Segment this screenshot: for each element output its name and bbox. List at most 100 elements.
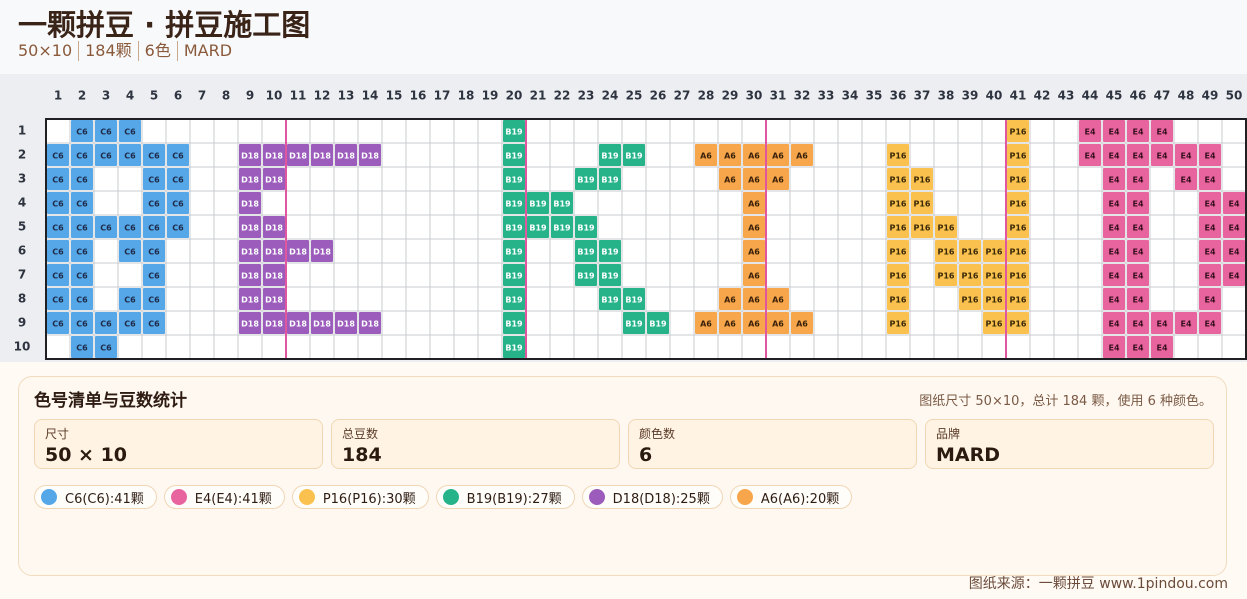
bead-code: C6 bbox=[172, 152, 184, 161]
bead-cell bbox=[503, 288, 525, 310]
column-label: 7 bbox=[198, 89, 206, 103]
legend-chip: B19(B19):27颗 bbox=[435, 485, 575, 509]
bead-cell bbox=[239, 240, 261, 262]
bead-cell bbox=[791, 312, 813, 334]
column-label: 32 bbox=[794, 89, 811, 103]
bead-cell bbox=[551, 216, 573, 238]
legend-swatch bbox=[298, 489, 315, 505]
bead-cell bbox=[599, 168, 621, 190]
bead-code: E4 bbox=[1132, 272, 1143, 281]
bead-cell bbox=[623, 144, 645, 166]
bead-code: P16 bbox=[986, 272, 1003, 281]
bead-code: D18 bbox=[241, 176, 259, 185]
bead-code: B19 bbox=[601, 176, 619, 185]
bead-code: P16 bbox=[890, 296, 907, 305]
bead-cell bbox=[167, 168, 189, 190]
row-label: 9 bbox=[18, 316, 26, 330]
legend-chip: A6(A6):20颗 bbox=[729, 485, 853, 509]
bead-code: C6 bbox=[52, 296, 64, 305]
column-label: 16 bbox=[410, 89, 427, 103]
bead-code: P16 bbox=[986, 296, 1003, 305]
bead-cell bbox=[239, 192, 261, 214]
stat-card: 总豆数 184 bbox=[331, 419, 620, 469]
bead-code: D18 bbox=[265, 248, 283, 257]
bead-cell bbox=[887, 288, 909, 310]
bead-cell bbox=[47, 264, 69, 286]
bead-cell bbox=[575, 216, 597, 238]
bead-cell bbox=[239, 144, 261, 166]
row-label: 3 bbox=[18, 172, 26, 186]
bead-code: C6 bbox=[124, 296, 136, 305]
bead-cell bbox=[335, 312, 357, 334]
bead-code: A6 bbox=[724, 296, 736, 305]
column-label: 33 bbox=[818, 89, 835, 103]
bead-code: E4 bbox=[1132, 176, 1143, 185]
column-label: 50 bbox=[1226, 89, 1243, 103]
bead-cell bbox=[1127, 168, 1149, 190]
bead-code: C6 bbox=[76, 320, 88, 329]
bead-cell bbox=[263, 168, 285, 190]
bead-code: D18 bbox=[361, 152, 379, 161]
column-label: 3 bbox=[102, 89, 110, 103]
stat-label: 品牌 bbox=[936, 427, 961, 441]
legend-chip: P16(P16):30颗 bbox=[291, 485, 429, 509]
grid-border bbox=[45, 118, 1247, 360]
stat-card: 尺寸 50 × 10 bbox=[34, 419, 323, 469]
bead-code: E4 bbox=[1204, 176, 1215, 185]
bead-code: E4 bbox=[1204, 320, 1215, 329]
bead-cell bbox=[239, 288, 261, 310]
bead-cell bbox=[1103, 312, 1125, 334]
bead-cell bbox=[575, 240, 597, 262]
row-label: 10 bbox=[14, 340, 31, 354]
bead-cell bbox=[1151, 120, 1173, 142]
bead-code: P16 bbox=[914, 200, 931, 209]
bead-cell bbox=[719, 144, 741, 166]
bead-code: B19 bbox=[529, 200, 547, 209]
bead-cell bbox=[1103, 288, 1125, 310]
bead-code: C6 bbox=[148, 272, 160, 281]
bead-cell bbox=[935, 240, 957, 262]
bead-cell bbox=[335, 144, 357, 166]
column-label: 8 bbox=[222, 89, 230, 103]
bead-code: P16 bbox=[1010, 224, 1027, 233]
bead-code: C6 bbox=[148, 200, 160, 209]
bead-cell bbox=[887, 264, 909, 286]
bead-code: E4 bbox=[1084, 128, 1095, 137]
bead-cell bbox=[71, 312, 93, 334]
legend-swatch bbox=[588, 489, 605, 505]
bead-cell bbox=[311, 144, 333, 166]
column-label: 44 bbox=[1082, 89, 1099, 103]
bead-code: B19 bbox=[505, 248, 523, 257]
bead-code: D18 bbox=[289, 248, 307, 257]
bead-code: E4 bbox=[1156, 320, 1167, 329]
bead-cell bbox=[695, 144, 717, 166]
column-label: 26 bbox=[650, 89, 667, 103]
bead-code: P16 bbox=[962, 248, 979, 257]
bead-code: C6 bbox=[52, 248, 64, 257]
bead-code: C6 bbox=[124, 224, 136, 233]
bead-cell bbox=[119, 312, 141, 334]
bead-code: C6 bbox=[124, 128, 136, 137]
bead-code: E4 bbox=[1228, 248, 1239, 257]
bead-cell bbox=[575, 168, 597, 190]
bead-cell bbox=[767, 144, 789, 166]
bead-code: D18 bbox=[265, 320, 283, 329]
bead-cell bbox=[983, 288, 1005, 310]
column-label: 38 bbox=[938, 89, 955, 103]
bead-code: P16 bbox=[890, 176, 907, 185]
bead-cell bbox=[239, 168, 261, 190]
bead-code: D18 bbox=[265, 272, 283, 281]
bead-code: B19 bbox=[553, 224, 571, 233]
bead-code: A6 bbox=[796, 152, 808, 161]
bead-cell bbox=[1103, 240, 1125, 262]
bead-cell bbox=[239, 216, 261, 238]
bead-cell bbox=[263, 312, 285, 334]
bead-code: D18 bbox=[265, 176, 283, 185]
footer: 图纸来源：一颗拼豆 www.1pindou.com bbox=[968, 576, 1228, 592]
bead-code: A6 bbox=[748, 200, 760, 209]
bead-code: D18 bbox=[241, 224, 259, 233]
column-label: 18 bbox=[458, 89, 475, 103]
bead-code: C6 bbox=[52, 224, 64, 233]
bead-cell bbox=[71, 288, 93, 310]
bead-code: A6 bbox=[772, 152, 784, 161]
